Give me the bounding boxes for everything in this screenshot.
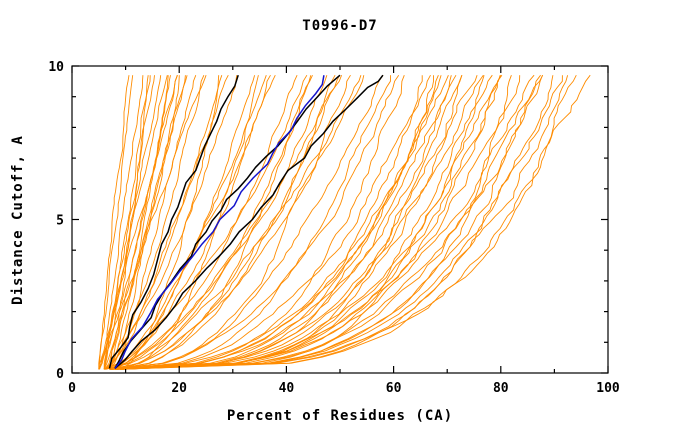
x-tick-label: 100 <box>596 381 620 396</box>
orange-model-curve <box>114 74 457 370</box>
orange-model-curves <box>98 74 591 370</box>
x-tick-label: 20 <box>171 381 187 396</box>
orange-model-curve <box>109 74 384 370</box>
orange-model-curve <box>109 75 449 370</box>
orange-model-curve <box>120 74 484 370</box>
orange-model-curve <box>109 74 336 370</box>
orange-model-curve <box>117 75 512 370</box>
x-tick-label: 80 <box>493 381 509 396</box>
orange-model-curve <box>109 74 400 370</box>
orange-model-curve <box>99 75 168 370</box>
orange-model-curve <box>114 75 197 370</box>
orange-model-curve <box>120 74 544 370</box>
orange-model-curve <box>103 75 178 370</box>
highlighted-model-curves <box>108 74 384 369</box>
orange-model-curve <box>104 75 205 370</box>
orange-model-curve <box>109 74 535 370</box>
orange-model-curve <box>114 75 563 370</box>
orange-model-curve <box>114 75 543 370</box>
orange-model-curve <box>121 75 405 370</box>
orange-model-curve <box>109 75 452 370</box>
orange-model-curve <box>116 75 392 370</box>
orange-model-curve <box>114 75 276 370</box>
orange-model-curve <box>104 75 171 370</box>
orange-model-curve <box>116 75 463 370</box>
orange-model-curve <box>110 74 502 370</box>
y-tick-label: 5 <box>56 214 64 229</box>
orange-model-curve <box>109 75 267 370</box>
orange-model-curve <box>98 75 134 370</box>
orange-model-curve <box>105 75 343 370</box>
orange-model-curve <box>111 75 485 370</box>
highlight-black-2-curve <box>114 74 341 369</box>
orange-model-curve <box>116 74 591 370</box>
axis-ticks <box>71 65 609 374</box>
orange-model-curve <box>109 75 328 370</box>
orange-model-curve <box>116 74 431 370</box>
plot-frame <box>71 65 609 374</box>
orange-model-curve <box>121 75 439 370</box>
orange-model-curve <box>115 75 340 370</box>
orange-model-curve <box>103 75 144 370</box>
y-tick-label: 10 <box>48 60 64 75</box>
highlight-blue-curve <box>114 75 325 369</box>
orange-model-curve <box>115 75 501 370</box>
orange-model-curve <box>109 75 180 370</box>
orange-model-curve <box>120 74 577 370</box>
orange-model-curve <box>98 75 149 370</box>
orange-model-curve <box>121 75 521 370</box>
orange-model-curve <box>109 74 229 370</box>
y-axis-label: Distance Cutoff, A <box>10 135 26 305</box>
orange-model-curve <box>114 75 313 370</box>
orange-model-curve <box>98 75 207 370</box>
highlight-black-1-curve <box>108 74 239 369</box>
orange-model-curve <box>109 75 554 370</box>
x-tick-label: 0 <box>68 381 76 396</box>
orange-model-curve <box>98 75 130 370</box>
orange-model-curve <box>119 75 220 370</box>
highlight-black-3-curve <box>114 74 384 369</box>
orange-model-curve <box>109 75 169 370</box>
x-tick-label: 40 <box>279 381 295 396</box>
x-axis-label: Percent of Residues (CA) <box>227 408 453 424</box>
orange-model-curve <box>105 75 362 370</box>
orange-model-curve <box>115 74 351 370</box>
orange-model-curve <box>98 75 178 370</box>
orange-model-curve <box>111 75 478 370</box>
orange-model-curve <box>110 75 423 370</box>
x-tick-label: 60 <box>386 381 402 396</box>
chart-title: T0996-D7 <box>302 18 377 34</box>
orange-model-curve <box>104 74 308 370</box>
orange-model-curve <box>105 75 223 370</box>
orange-model-curve <box>122 74 503 370</box>
axis-tick-labels: 0 20 40 60 80 100 0 5 10 <box>48 60 620 396</box>
y-tick-label: 0 <box>56 367 64 382</box>
orange-model-curve <box>111 75 569 370</box>
orange-model-curve <box>115 75 256 370</box>
